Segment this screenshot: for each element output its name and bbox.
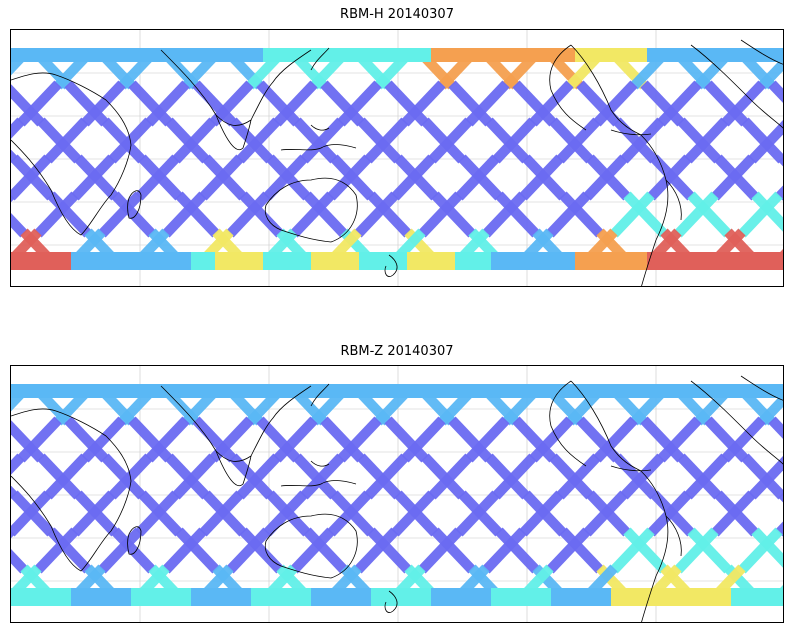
panel-rbm-h: RBM-H 20140307 — [0, 0, 794, 300]
panel-title: RBM-H 20140307 — [340, 7, 454, 22]
map-rbm-h — [10, 29, 784, 287]
coastlines — [11, 39, 783, 286]
map-canvas — [11, 366, 783, 622]
map-rbm-z — [10, 365, 784, 623]
panel-rbm-z: RBM-Z 20140307 — [0, 336, 794, 633]
coastlines — [11, 375, 783, 622]
satellite-swaths — [11, 384, 783, 606]
panel-title: RBM-Z 20140307 — [340, 344, 454, 359]
map-canvas — [11, 30, 783, 286]
